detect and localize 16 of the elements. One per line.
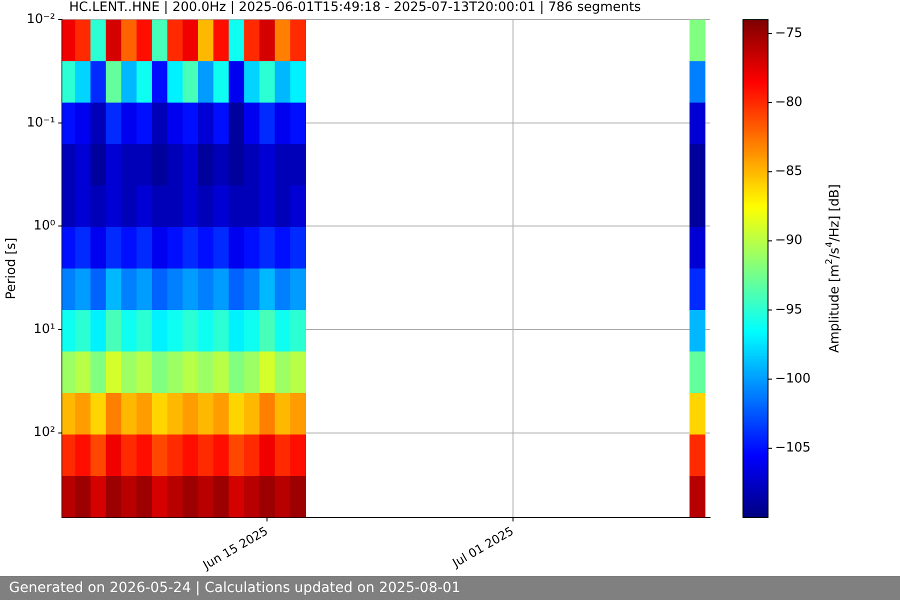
color-bar-label: −75 [775, 26, 802, 41]
color-bar-label: −105 [775, 440, 811, 456]
color-bar-title: Amplitude [m2/s4/Hz] [dB] [825, 184, 842, 353]
color-bar-label: −85 [775, 164, 802, 180]
text: Generated on 2026-05-24 | Calculations updated on 2025-08-01 [9, 580, 460, 596]
y-axis-title: Period [s] [4, 238, 20, 300]
y-tick-label: 10⁻² [26, 12, 56, 27]
y-tick-label: 10² [33, 425, 56, 440]
y-tick-label: 10¹ [33, 322, 56, 337]
color-bar-label: −100 [775, 372, 811, 387]
chart-title: HC.LENT..HNE | 200.0Hz | 2025-06-01T15:49:18 - 2025-07-13T20:00:01 | 786 segments [69, 0, 642, 16]
color-bar-label: −90 [775, 233, 802, 248]
y-tick-label: 10⁰ [33, 218, 56, 234]
y-tick-label: 10⁻¹ [26, 115, 56, 130]
color-bar-label: −80 [775, 94, 802, 110]
color-bar-label: −95 [775, 302, 802, 318]
